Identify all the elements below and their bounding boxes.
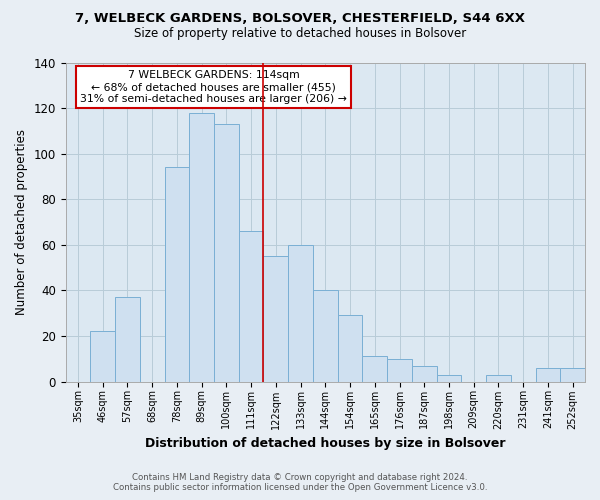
X-axis label: Distribution of detached houses by size in Bolsover: Distribution of detached houses by size … (145, 437, 506, 450)
Bar (338, 316, 362, 382)
Bar (560, 368, 585, 382)
Bar (387, 358, 412, 382)
Bar (437, 374, 461, 382)
Bar (412, 366, 437, 382)
Bar (313, 290, 338, 382)
Bar (288, 245, 313, 382)
Y-axis label: Number of detached properties: Number of detached properties (15, 129, 28, 315)
Bar (214, 124, 239, 382)
Text: Contains HM Land Registry data © Crown copyright and database right 2024.
Contai: Contains HM Land Registry data © Crown c… (113, 473, 487, 492)
Bar (362, 356, 387, 382)
Text: Size of property relative to detached houses in Bolsover: Size of property relative to detached ho… (134, 28, 466, 40)
Bar (91, 332, 115, 382)
Bar (190, 112, 214, 382)
Bar (115, 297, 140, 382)
Bar (486, 374, 511, 382)
Bar (536, 368, 560, 382)
Bar (164, 168, 190, 382)
Bar (239, 231, 263, 382)
Text: 7 WELBECK GARDENS: 114sqm
← 68% of detached houses are smaller (455)
31% of semi: 7 WELBECK GARDENS: 114sqm ← 68% of detac… (80, 70, 347, 104)
Bar (263, 256, 288, 382)
Text: 7, WELBECK GARDENS, BOLSOVER, CHESTERFIELD, S44 6XX: 7, WELBECK GARDENS, BOLSOVER, CHESTERFIE… (75, 12, 525, 26)
